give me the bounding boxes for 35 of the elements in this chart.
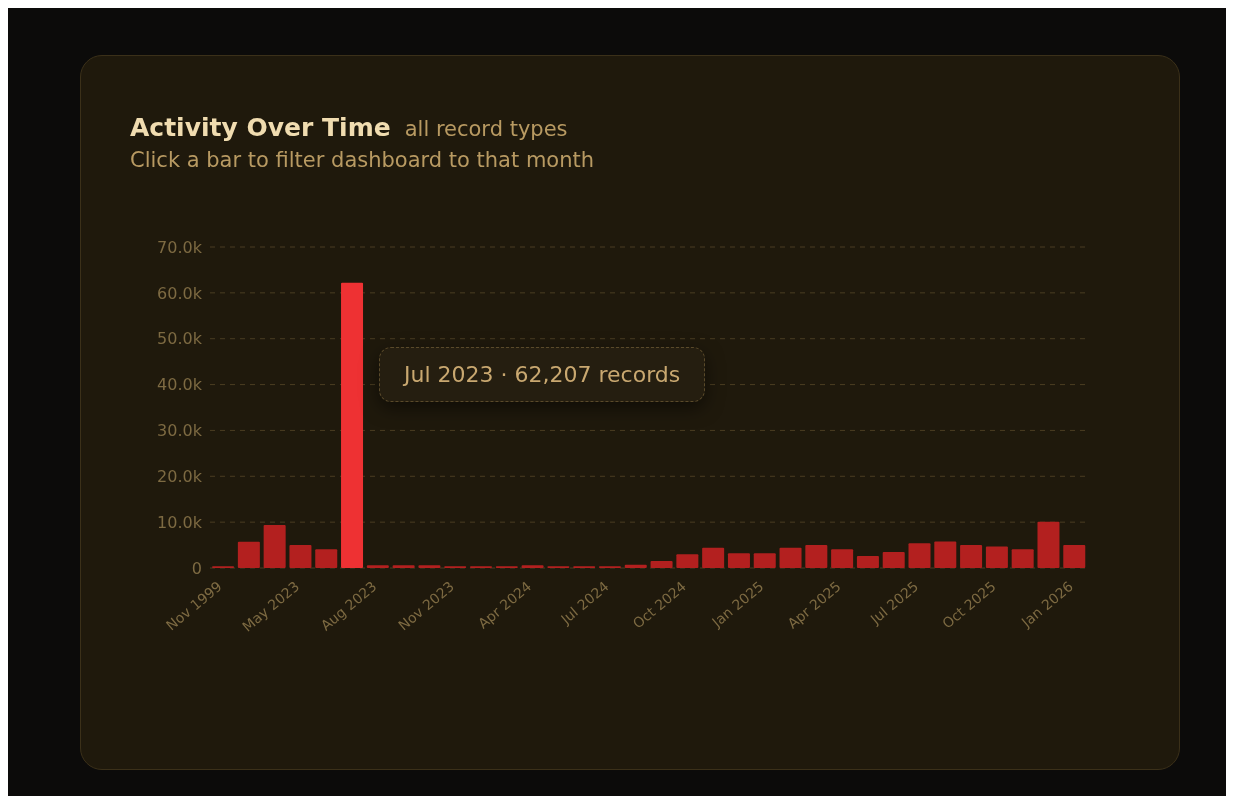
bar: [805, 545, 828, 568]
annotation: Jul 2023 · 62,207 records: [379, 347, 706, 402]
y-tick-label: 30.0k: [157, 421, 203, 441]
bar: [263, 524, 286, 568]
bar: [341, 282, 364, 568]
chart-title: Activity Over Time: [130, 113, 391, 142]
bar: [727, 553, 750, 568]
bar: [934, 541, 957, 568]
y-tick-label: 60.0k: [157, 283, 203, 303]
y-tick-label: 70.0k: [157, 237, 203, 257]
bar: [856, 556, 879, 568]
bar: [289, 545, 312, 568]
bar: [676, 554, 699, 568]
bar: [882, 551, 905, 568]
y-tick-label: 20.0k: [157, 466, 203, 486]
bar: [237, 541, 260, 568]
bar: [1011, 549, 1034, 568]
bar: [702, 547, 725, 568]
bar: [753, 553, 776, 568]
y-tick-label: 10.0k: [157, 512, 203, 532]
bar: [315, 549, 338, 568]
y-tick-label: 40.0k: [157, 375, 203, 395]
bar: [779, 547, 802, 568]
y-tick-label: 0: [191, 558, 202, 578]
bar: [985, 546, 1008, 568]
bar: [960, 545, 983, 568]
chart-subtitle: all record types: [404, 117, 568, 141]
bar: [1037, 521, 1060, 568]
bar: [624, 564, 647, 568]
bar: [650, 561, 673, 568]
bar: [831, 549, 854, 568]
text: Click a bar to filter dashboard to that month: [130, 148, 595, 172]
y-tick-label: 50.0k: [157, 329, 203, 349]
bar: [1063, 545, 1086, 568]
bar: [908, 543, 931, 568]
